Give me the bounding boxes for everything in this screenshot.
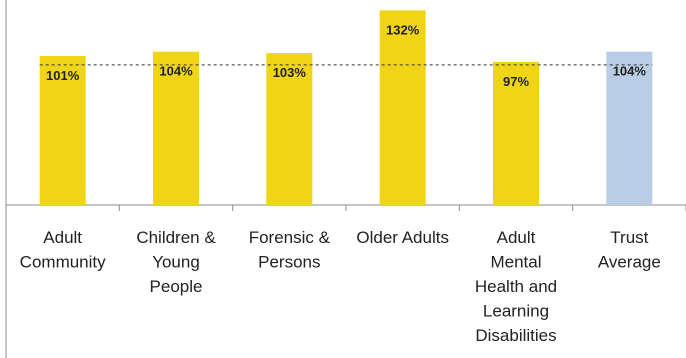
bar [153,51,199,205]
category-label: Children & Young People [136,228,216,296]
bar [266,53,313,206]
bar [493,61,539,206]
data-label: 104% [613,64,647,79]
data-label: 132% [386,22,420,37]
data-label: 101% [46,68,80,83]
category-label: Forensic & Persons [249,228,331,272]
bar [379,10,426,205]
bar [39,56,86,205]
data-label: 104% [159,64,193,79]
data-label: 103% [273,65,307,80]
category-label: Trust Average [598,228,661,272]
category-label: Adult Community [20,228,106,272]
category-label: Adult Mental Health and Learning Disabilitie… [475,228,557,345]
category-label: Older Adults [356,228,449,247]
bar [606,51,653,205]
data-label: 97% [503,74,529,89]
